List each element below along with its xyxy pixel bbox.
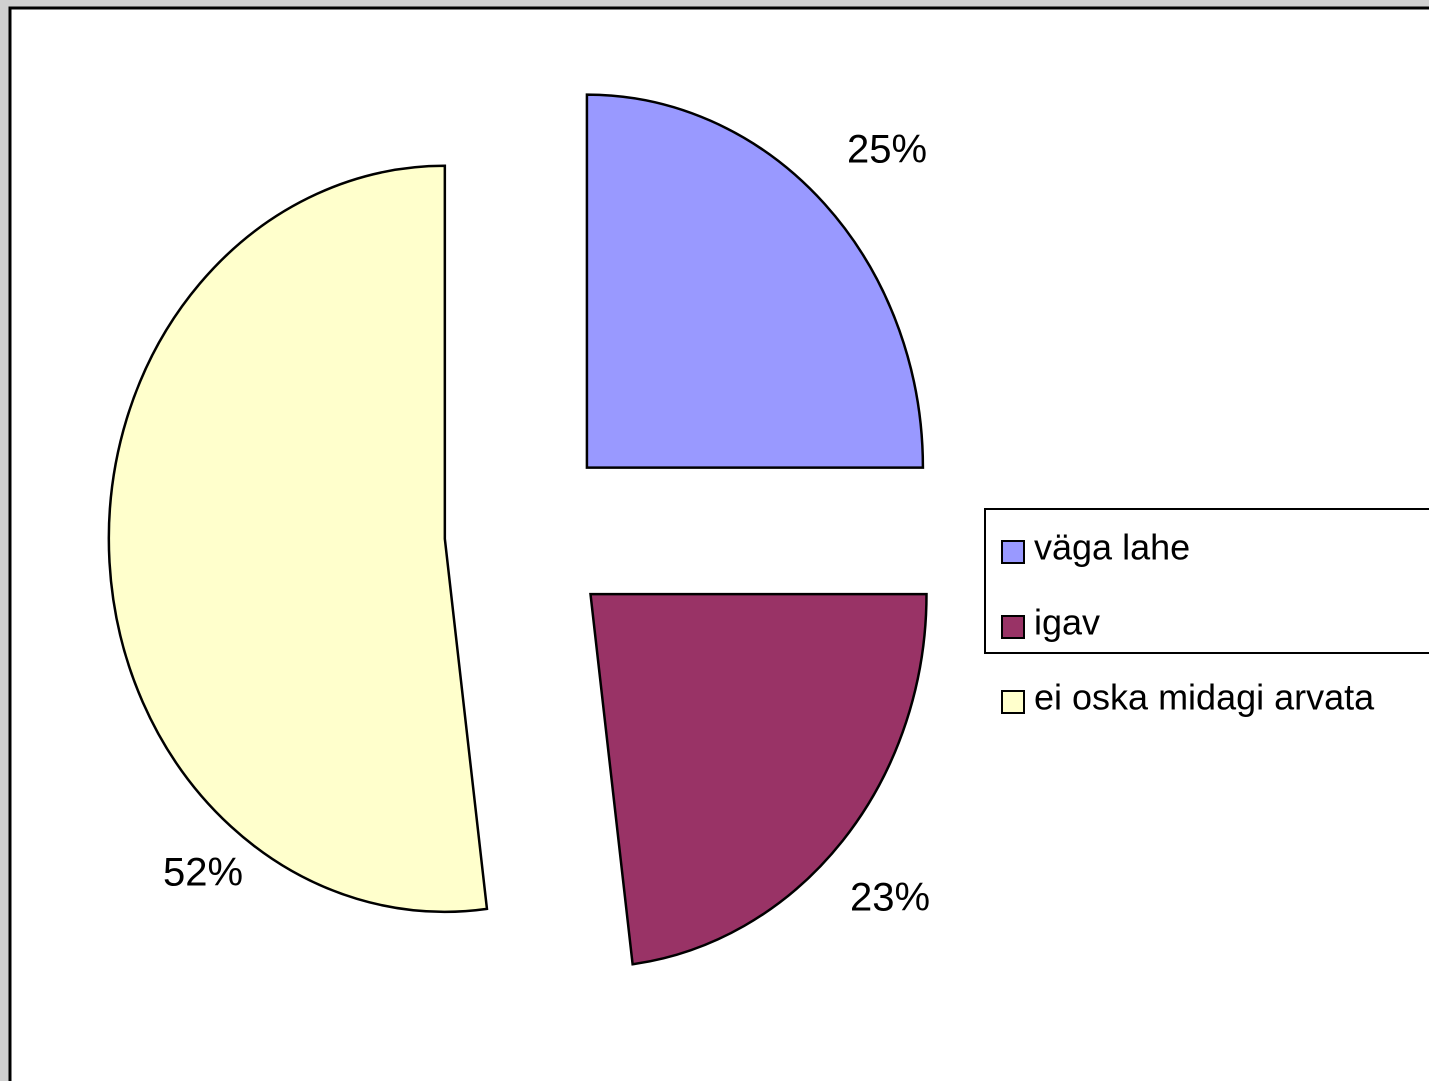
pie-slice bbox=[585, 93, 925, 469]
data-label: 25% bbox=[847, 128, 927, 172]
legend-swatch bbox=[1001, 615, 1025, 639]
legend-label: ei oska midagi arvata bbox=[1034, 677, 1375, 718]
legend-label: väga lahe bbox=[1034, 527, 1190, 568]
legend-swatch bbox=[1001, 540, 1025, 564]
legend-swatch bbox=[1001, 690, 1025, 714]
pie-slice bbox=[107, 164, 489, 914]
legend-box bbox=[984, 508, 1429, 654]
pie-slice bbox=[589, 592, 928, 966]
data-label: 23% bbox=[850, 876, 930, 920]
data-label: 52% bbox=[163, 851, 243, 895]
legend-label: igav bbox=[1034, 602, 1100, 643]
